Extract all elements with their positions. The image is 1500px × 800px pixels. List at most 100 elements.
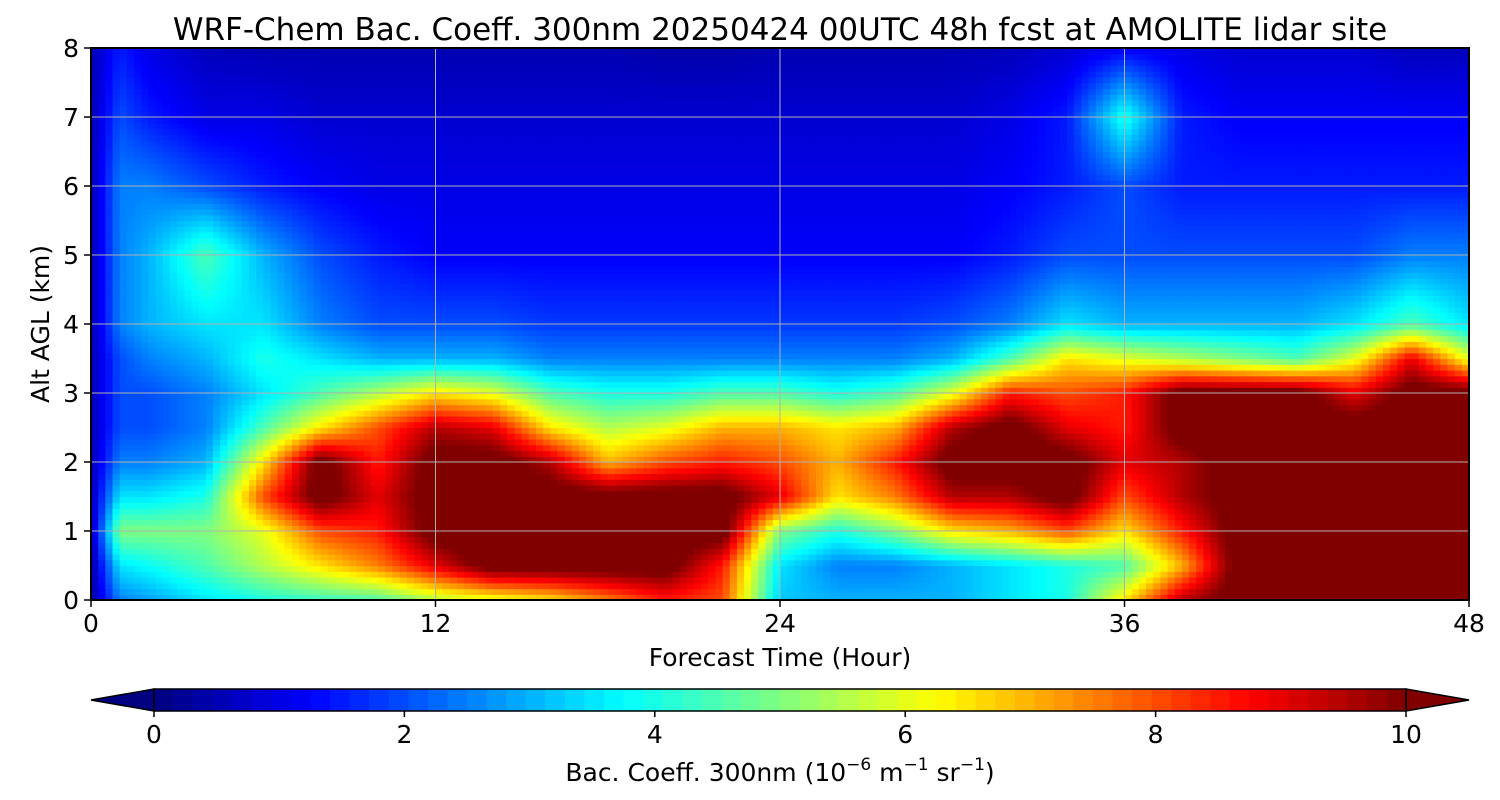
- heat-cell: [557, 594, 566, 600]
- heat-cell: [248, 525, 257, 532]
- heat-cell: [1002, 462, 1011, 469]
- heat-cell: [765, 513, 774, 521]
- heat-cell: [1059, 571, 1068, 578]
- heat-cell: [1239, 565, 1248, 572]
- heat-cell: [1318, 467, 1327, 475]
- heat-cell: [277, 450, 286, 457]
- heat-cell: [126, 490, 135, 498]
- heat-cell: [1296, 479, 1305, 486]
- heat-cell: [1246, 467, 1255, 475]
- heat-cell: [916, 479, 925, 486]
- heat-cell: [543, 508, 551, 515]
- heat-cell: [557, 525, 566, 532]
- heat-cell: [614, 594, 623, 600]
- heat-cell: [636, 473, 645, 480]
- heat-cell: [1153, 502, 1161, 509]
- heat-cell: [1375, 485, 1384, 492]
- heat-cell: [277, 565, 286, 572]
- heat-cell: [485, 548, 494, 555]
- heat-cell: [1454, 502, 1463, 509]
- heat-cell: [1002, 588, 1011, 595]
- heat-cell: [134, 519, 142, 526]
- heat-cell: [349, 456, 358, 463]
- heat-cell: [672, 502, 681, 509]
- heat-cell: [1332, 479, 1341, 486]
- heat-cell: [378, 508, 386, 515]
- heat-cell: [902, 582, 910, 590]
- heat-cell: [701, 513, 709, 521]
- heat-cell: [571, 577, 580, 584]
- heat-cell: [1375, 450, 1384, 457]
- heat-cell: [701, 479, 709, 486]
- heat-cell: [844, 467, 853, 475]
- heat-cell: [1146, 519, 1154, 526]
- heat-cell: [1440, 554, 1449, 561]
- heat-cell: [284, 502, 293, 509]
- heat-cell: [844, 456, 853, 463]
- heat-cell: [492, 542, 501, 549]
- heat-cell: [866, 548, 874, 555]
- heat-cell: [392, 559, 401, 567]
- heat-cell: [284, 490, 293, 498]
- heat-cell: [744, 594, 752, 600]
- heat-cell: [1016, 456, 1025, 463]
- heat-cell: [937, 525, 946, 532]
- heat-cell: [500, 502, 508, 509]
- heat-cell: [629, 502, 638, 509]
- heat-cell: [162, 456, 171, 463]
- heat-cell: [557, 565, 566, 572]
- heat-cell: [155, 456, 164, 463]
- heat-cell: [98, 502, 106, 509]
- heat-cell: [492, 502, 501, 509]
- heat-cell: [636, 536, 645, 544]
- heat-cell: [1031, 519, 1039, 526]
- heat-cell: [701, 467, 709, 475]
- heat-cell: [378, 513, 386, 521]
- heat-cell: [1167, 542, 1176, 549]
- heat-cell: [169, 588, 178, 595]
- heat-cell: [622, 542, 630, 549]
- heat-cell: [1002, 496, 1011, 503]
- heat-cell: [356, 525, 365, 532]
- heat-cell: [191, 496, 200, 503]
- heat-cell: [1375, 490, 1384, 498]
- heat-cell: [478, 542, 487, 549]
- heat-cell: [1189, 508, 1197, 515]
- heat-cell: [787, 536, 795, 544]
- heat-cell: [1024, 542, 1032, 549]
- heat-cell: [679, 462, 688, 469]
- heat-cell: [327, 536, 336, 544]
- heat-cell: [119, 519, 128, 526]
- heat-cell: [1433, 577, 1441, 584]
- heat-cell: [808, 548, 817, 555]
- heat-cell: [1311, 542, 1319, 549]
- heat-cell: [1224, 479, 1233, 486]
- heat-cell: [557, 536, 566, 544]
- heat-cell: [428, 502, 437, 509]
- heat-cell: [306, 473, 315, 480]
- heat-cell: [1002, 450, 1011, 457]
- heat-cell: [535, 594, 544, 600]
- heat-cell: [772, 594, 781, 600]
- heat-cell: [571, 571, 580, 578]
- heat-cell: [1311, 450, 1319, 457]
- heat-cell: [794, 450, 803, 457]
- heat-cell: [1181, 594, 1190, 600]
- heat-cell: [134, 485, 142, 492]
- heat-cell: [923, 502, 932, 509]
- heat-cell: [1440, 473, 1449, 480]
- heat-cell: [801, 571, 810, 578]
- heat-cell: [1088, 513, 1097, 521]
- heat-cell: [91, 531, 99, 538]
- heat-cell: [342, 577, 350, 584]
- heat-cell: [119, 594, 128, 600]
- heat-cell: [1189, 513, 1197, 521]
- heat-cell: [119, 444, 128, 452]
- heat-cell: [1232, 462, 1240, 469]
- heat-cell: [614, 554, 623, 561]
- heat-cell: [1397, 559, 1406, 567]
- heat-cell: [887, 531, 896, 538]
- heat-cell: [930, 450, 939, 457]
- heat-cell: [306, 519, 315, 526]
- heat-cell: [1174, 456, 1183, 463]
